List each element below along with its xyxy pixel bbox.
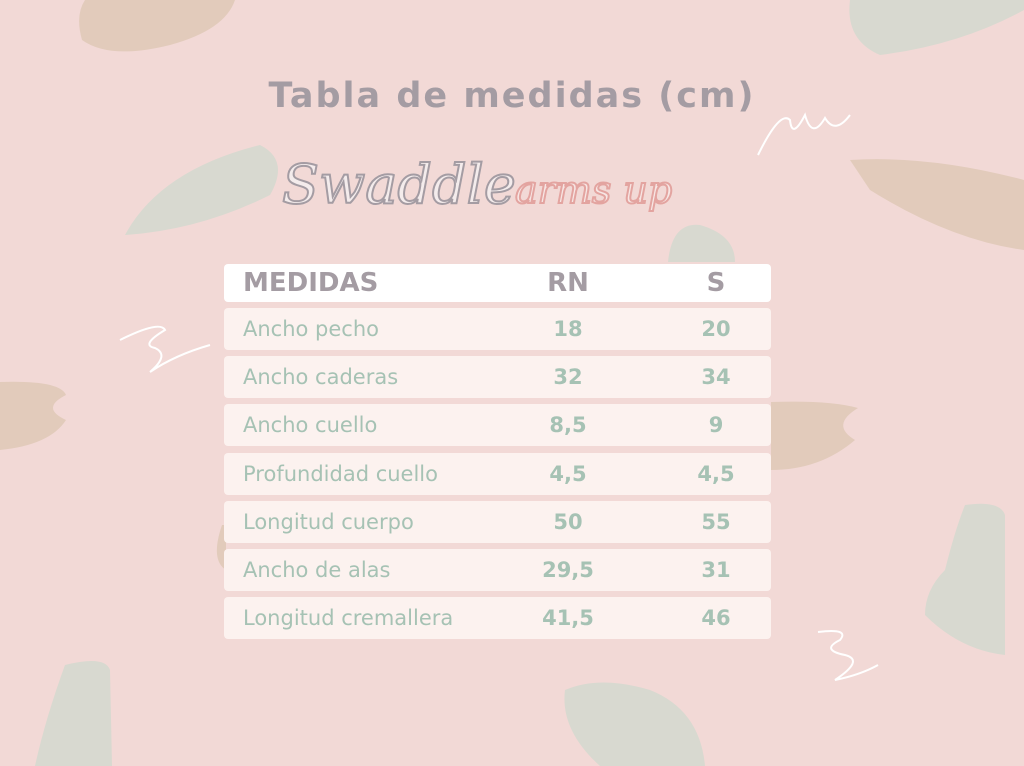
value-s: 34	[701, 365, 731, 390]
value-s: 46	[701, 606, 731, 631]
blob-beige	[79, 0, 235, 52]
table-row: Ancho de alas 29,5 31	[224, 549, 771, 591]
table-row: Ancho pecho 18 20	[224, 308, 771, 350]
product-name: Swaddle arms up	[281, 152, 673, 217]
blob-sage	[849, 0, 1024, 55]
row-label: Ancho caderas	[243, 365, 399, 390]
blob-sage	[668, 224, 735, 262]
value-rn: 18	[553, 317, 583, 341]
row-label: Ancho cuello	[243, 413, 378, 438]
row-label: Profundidad cuello	[243, 461, 438, 486]
table-row: Ancho caderas 32 34	[224, 356, 771, 399]
row-label: Ancho de alas	[243, 558, 391, 582]
value-s: 31	[701, 558, 731, 582]
table-row: Profundidad cuello 4,5 4,5	[224, 452, 771, 495]
table-row: Longitud cremallera 41,5 46	[224, 597, 771, 640]
squiggle	[119, 325, 211, 373]
blob-beige	[216, 525, 226, 570]
value-rn: 8,5	[549, 413, 587, 438]
value-s: 55	[701, 509, 731, 534]
blob-sage	[925, 503, 1005, 655]
row-label: Longitud cremallera	[243, 606, 454, 631]
table-row: Ancho cuello 8,5 9	[224, 404, 771, 447]
value-rn: 50	[553, 509, 583, 534]
blob-beige	[771, 401, 858, 470]
row-label: Longitud cuerpo	[243, 509, 414, 534]
header-rn: RN	[547, 268, 589, 298]
page-title: Tabla de medidas (cm)	[268, 76, 756, 116]
squiggle	[757, 112, 851, 156]
product-name-part1: Swaddle	[282, 153, 516, 216]
value-rn: 4,5	[549, 461, 587, 486]
blob-beige	[850, 159, 1024, 250]
table-row: Longitud cuerpo 50 55	[224, 500, 771, 543]
value-s: 20	[701, 317, 731, 341]
blob-sage	[35, 661, 112, 766]
blob-beige	[0, 381, 66, 450]
value-rn: 29,5	[542, 558, 594, 582]
squiggle	[817, 630, 879, 681]
table-header: MEDIDAS RN S	[224, 264, 771, 302]
blob-sage	[564, 682, 705, 766]
product-name-part2: arms up	[515, 168, 672, 212]
value-s: 4,5	[697, 461, 735, 486]
value-rn: 32	[553, 365, 583, 390]
row-label: Ancho pecho	[243, 317, 380, 341]
value-rn: 41,5	[542, 606, 594, 631]
header-measure: MEDIDAS	[243, 268, 379, 298]
value-s: 9	[708, 413, 724, 438]
blob-sage	[125, 145, 278, 235]
header-s: S	[706, 268, 726, 298]
